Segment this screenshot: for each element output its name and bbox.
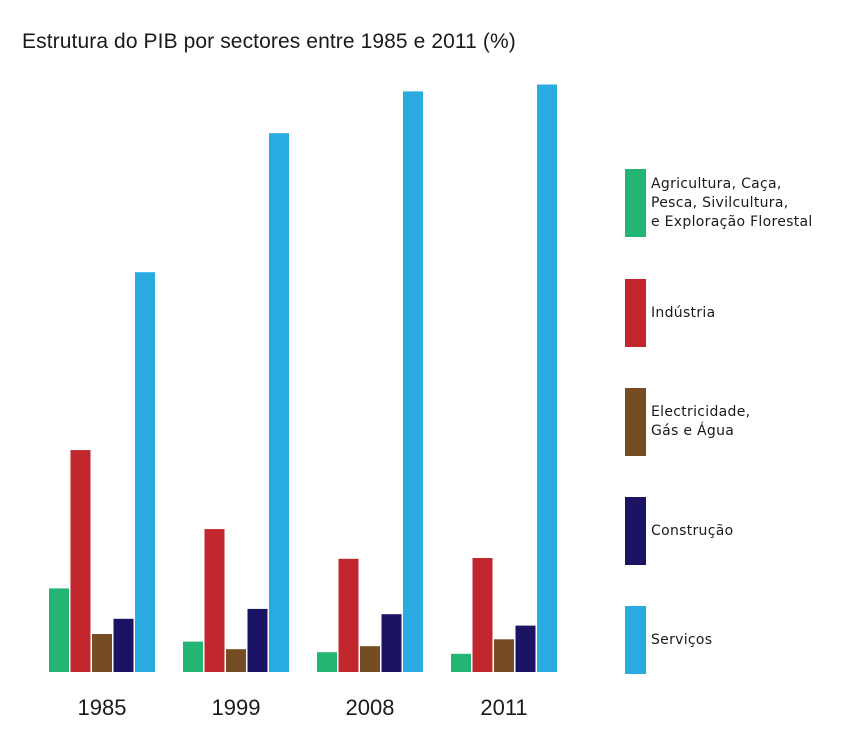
x-tick-label-2011: 2011: [480, 695, 527, 720]
bar-1999-industria: [204, 529, 225, 672]
legend-label-servicos: Serviços: [651, 631, 713, 648]
bar-1985-agricultura: [49, 588, 69, 672]
bar-1999-agricultura: [183, 641, 203, 672]
legend-item-industria: Indústria: [625, 279, 715, 347]
legend-label-electricidade: Electricidade, Gás e Água: [651, 404, 751, 439]
bar-2011-agricultura: [451, 653, 471, 672]
legend-label-construcao: Construção: [651, 522, 734, 539]
legend-item-agricultura: Agricultura, Caça, Pesca, Sivilcultura, …: [625, 169, 813, 237]
legend-swatch-agricultura: [625, 169, 646, 237]
legend-swatch-construcao: [625, 497, 646, 565]
bar-1999-electricidade: [226, 649, 246, 672]
bar-group-1999: [183, 133, 289, 672]
bar-2011-servicos: [537, 84, 557, 672]
legend-item-electricidade: Electricidade, Gás e Água: [625, 388, 750, 456]
bar-1985-electricidade: [92, 634, 112, 672]
bar-2008-servicos: [403, 91, 423, 672]
bar-1999-construcao: [247, 608, 268, 672]
x-tick-label-1999: 1999: [212, 695, 261, 720]
x-tick-label-2008: 2008: [346, 695, 395, 720]
bar-2008-industria: [338, 558, 359, 672]
bar-2008-electricidade: [360, 646, 380, 672]
bar-1985-construcao: [113, 618, 134, 672]
chart-title: Estrutura do PIB por sectores entre 1985…: [22, 30, 516, 53]
bar-2011-electricidade: [494, 639, 514, 672]
legend-label-industria: Indústria: [651, 304, 716, 321]
legend-label-agricultura: Agricultura, Caça, Pesca, Sivilcultura, …: [651, 175, 813, 230]
bar-1999-servicos: [269, 133, 289, 672]
bar-group-1985: [49, 272, 155, 672]
legend-swatch-industria: [625, 279, 646, 347]
bar-2011-industria: [472, 558, 493, 672]
bar-group-2008: [317, 91, 423, 672]
legend-item-servicos: Serviços: [625, 606, 712, 674]
bar-chart: 1985 1999 2008 2011: [49, 84, 557, 720]
x-tick-label-1985: 1985: [78, 695, 127, 720]
legend-swatch-servicos: [625, 606, 646, 674]
bar-2011-construcao: [515, 625, 536, 672]
bar-1985-servicos: [135, 272, 155, 672]
legend-item-construcao: Construção: [625, 497, 733, 565]
bar-group-2011: [451, 84, 557, 672]
bar-2008-construcao: [381, 614, 402, 672]
legend-swatch-electricidade: [625, 388, 646, 456]
bar-1985-industria: [70, 450, 91, 672]
bar-2008-agricultura: [317, 652, 337, 672]
